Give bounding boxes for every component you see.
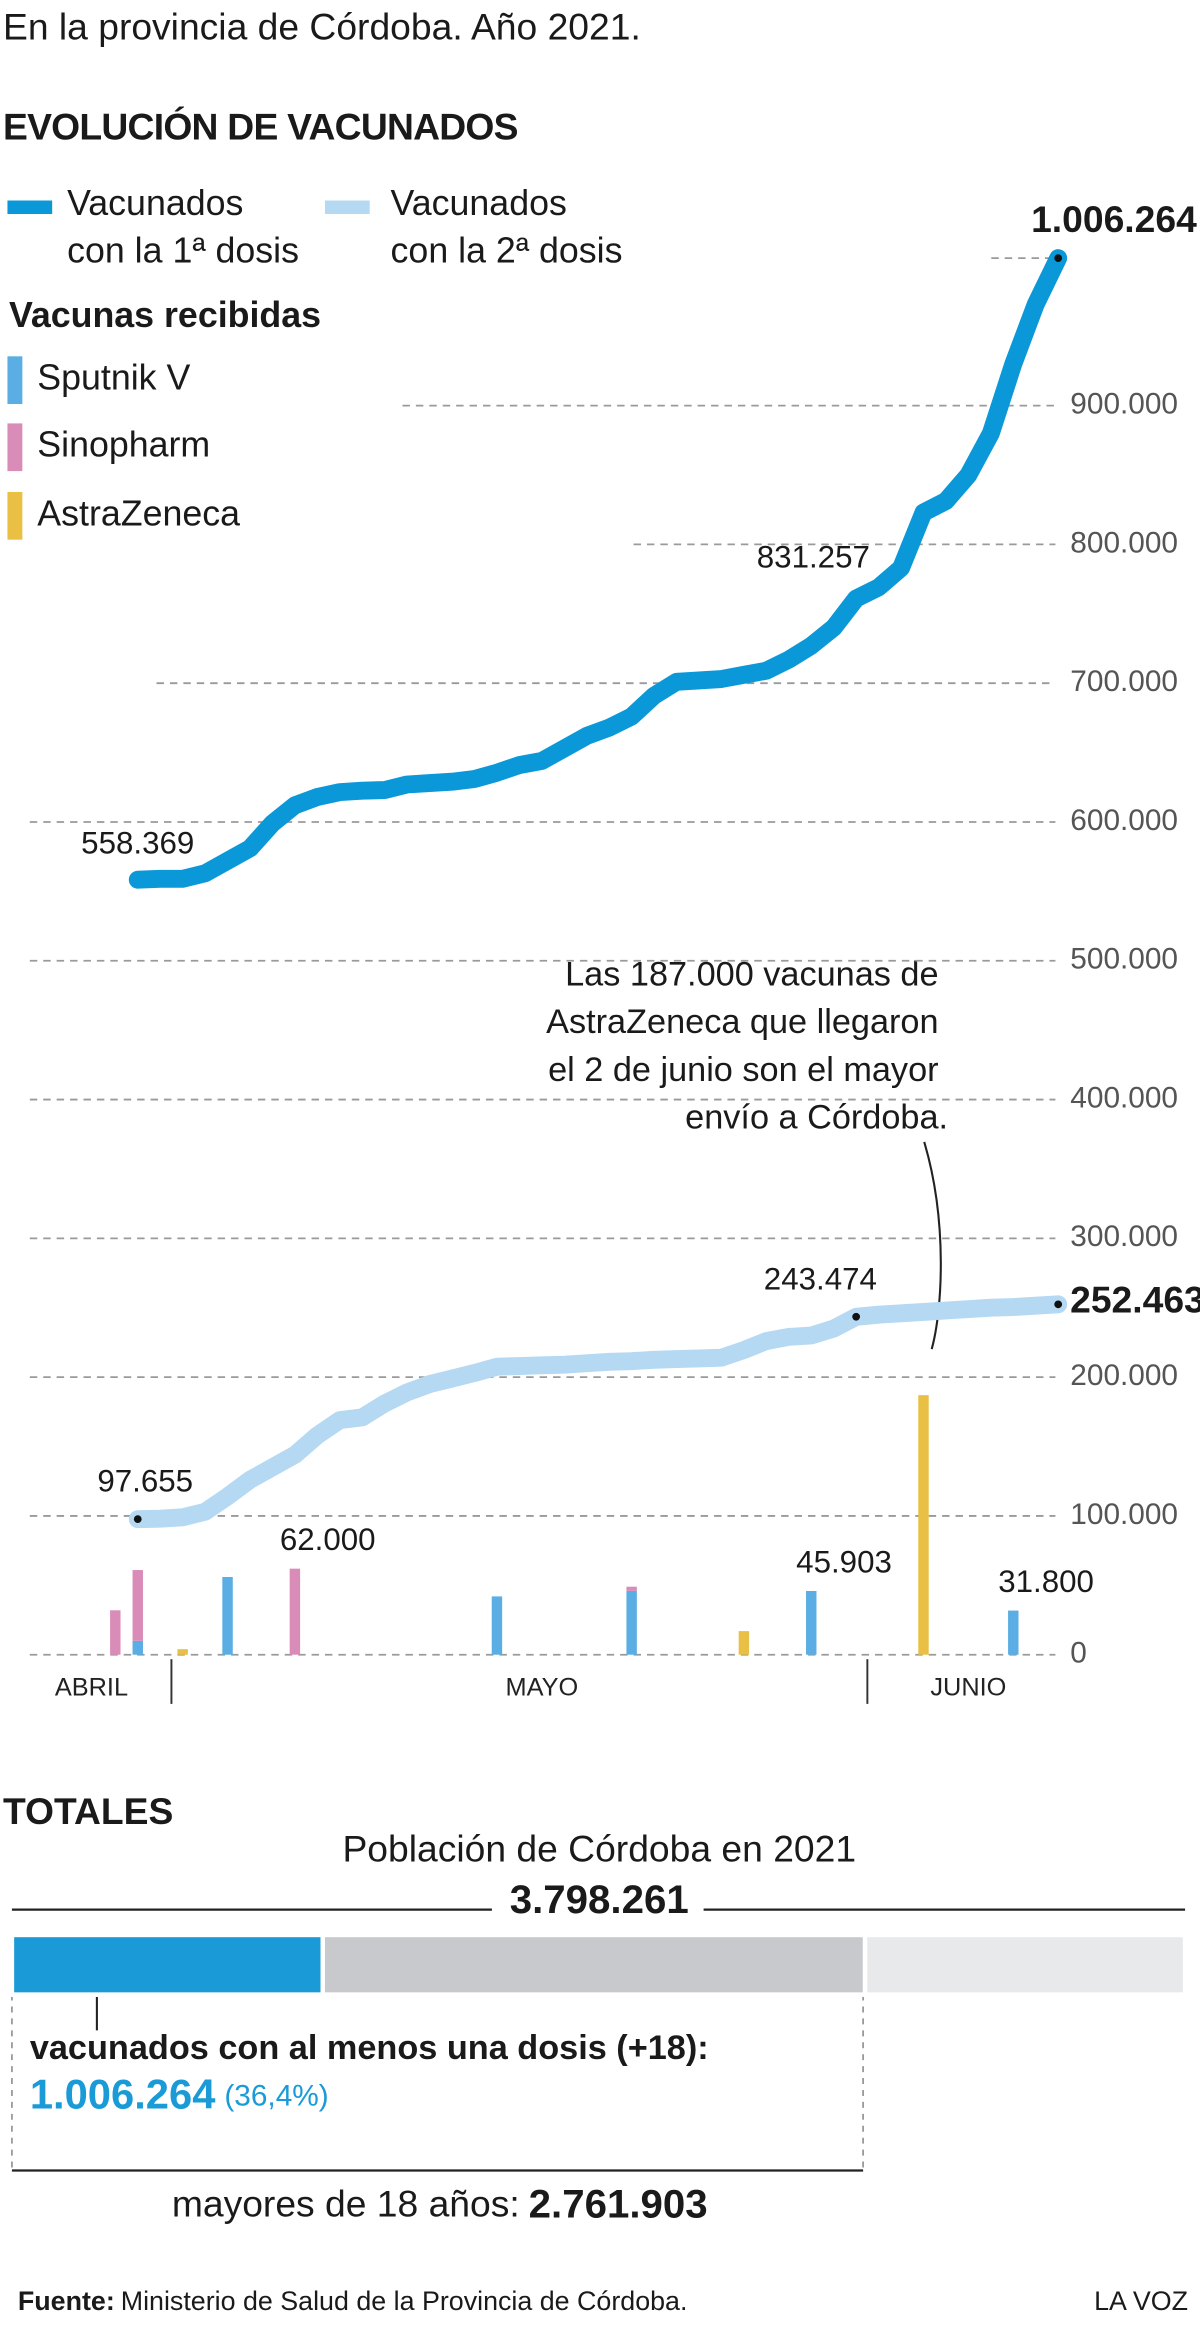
- source: Fuente: Ministerio de Salud de la Provinc…: [18, 2286, 688, 2316]
- population-value: 3.798.261: [510, 1877, 689, 1922]
- legend-swatch: [7, 356, 23, 405]
- bar-value-label: 31.800: [998, 1564, 1094, 1599]
- bar: [626, 1590, 637, 1655]
- totals-title: TOTALES: [3, 1790, 173, 1832]
- source-label: Fuente:: [18, 2286, 115, 2316]
- adults-value: 2.761.903: [529, 2181, 708, 2226]
- bar-legend-title: Vacunas recibidas: [9, 295, 321, 335]
- y-tick-label: 200.000: [1070, 1359, 1178, 1392]
- annotation: Las 187.000 vacunas de AstraZeneca que l…: [546, 956, 948, 1137]
- bar: [132, 1570, 143, 1641]
- bar: [626, 1586, 637, 1591]
- y-tick-label: 900.000: [1070, 387, 1178, 420]
- point-marker: [852, 1312, 861, 1321]
- bar: [222, 1576, 233, 1655]
- month-label: MAYO: [505, 1674, 578, 1702]
- vaccinated-value: 1.006.264: [30, 2070, 216, 2117]
- bar: [110, 1610, 121, 1655]
- point-marker: [133, 1515, 142, 1524]
- source-text: Ministerio de Salud de la Provincia de C…: [121, 2286, 688, 2316]
- bar: [1008, 1610, 1019, 1655]
- month-label: ABRIL: [55, 1674, 128, 1702]
- legend-swatch: [7, 423, 23, 472]
- legend-label: Sinopharm: [37, 425, 210, 465]
- bar: [738, 1631, 750, 1655]
- y-tick-label: 100.000: [1070, 1498, 1178, 1531]
- adults-line: mayores de 18 años: 2.761.903: [172, 2181, 708, 2226]
- point-value-label: 558.369: [81, 826, 194, 861]
- legend-label: AstraZeneca: [37, 493, 240, 533]
- y-tick-label: 0: [1070, 1637, 1087, 1670]
- line: [128, 1295, 1068, 1529]
- bar: [132, 1640, 143, 1655]
- bar: [918, 1395, 929, 1655]
- bar: [491, 1596, 503, 1655]
- subtitle: En la provincia de Córdoba. Año 2021.: [3, 6, 641, 48]
- point-value-label: 1.006.264: [1031, 198, 1197, 240]
- chart-title: EVOLUCIÓN DE VACUNADOS: [3, 106, 518, 148]
- bar: [289, 1568, 301, 1655]
- y-tick-label: 400.000: [1070, 1081, 1178, 1114]
- y-tick-label: 800.000: [1070, 526, 1178, 559]
- vaccinated-label: vacunados con al menos una dosis (+18):: [30, 2029, 709, 2067]
- brand: LA VOZ: [1094, 2286, 1188, 2316]
- legend-label: Vacunados con la 1ª dosis: [67, 183, 299, 271]
- legend-label: Vacunados con la 2ª dosis: [391, 183, 623, 271]
- bar-value-label: 45.903: [796, 1544, 892, 1579]
- vaccinated-bar: [9, 1932, 325, 1997]
- y-tick-label: 300.000: [1070, 1220, 1178, 1253]
- bar: [806, 1590, 817, 1655]
- point-marker: [1054, 254, 1063, 262]
- point-value-label: 243.474: [764, 1261, 877, 1296]
- legend-label: Sputnik V: [37, 358, 190, 398]
- line: [128, 249, 1068, 889]
- vaccinated-line: 1.006.264 (36,4%): [30, 2070, 329, 2117]
- point-marker: [1054, 1300, 1063, 1309]
- point-value-label: 252.463: [1070, 1279, 1200, 1321]
- y-tick-label: 500.000: [1070, 943, 1178, 976]
- bar-value-label: 62.000: [280, 1522, 376, 1557]
- y-tick-label: 700.000: [1070, 665, 1178, 698]
- population-label: Población de Córdoba en 2021: [342, 1827, 856, 1869]
- bar: [177, 1649, 188, 1655]
- legend-swatch: [7, 491, 23, 540]
- y-tick-label: 600.000: [1070, 804, 1178, 837]
- point-value-label: 831.257: [757, 539, 870, 574]
- adults-label: mayores de 18 años:: [172, 2182, 520, 2224]
- annotation-leader: [923, 1141, 942, 1350]
- vaccinated-share: (36,4%): [224, 2079, 328, 2112]
- point-value-label: 97.655: [97, 1464, 193, 1499]
- month-label: JUNIO: [930, 1674, 1006, 1702]
